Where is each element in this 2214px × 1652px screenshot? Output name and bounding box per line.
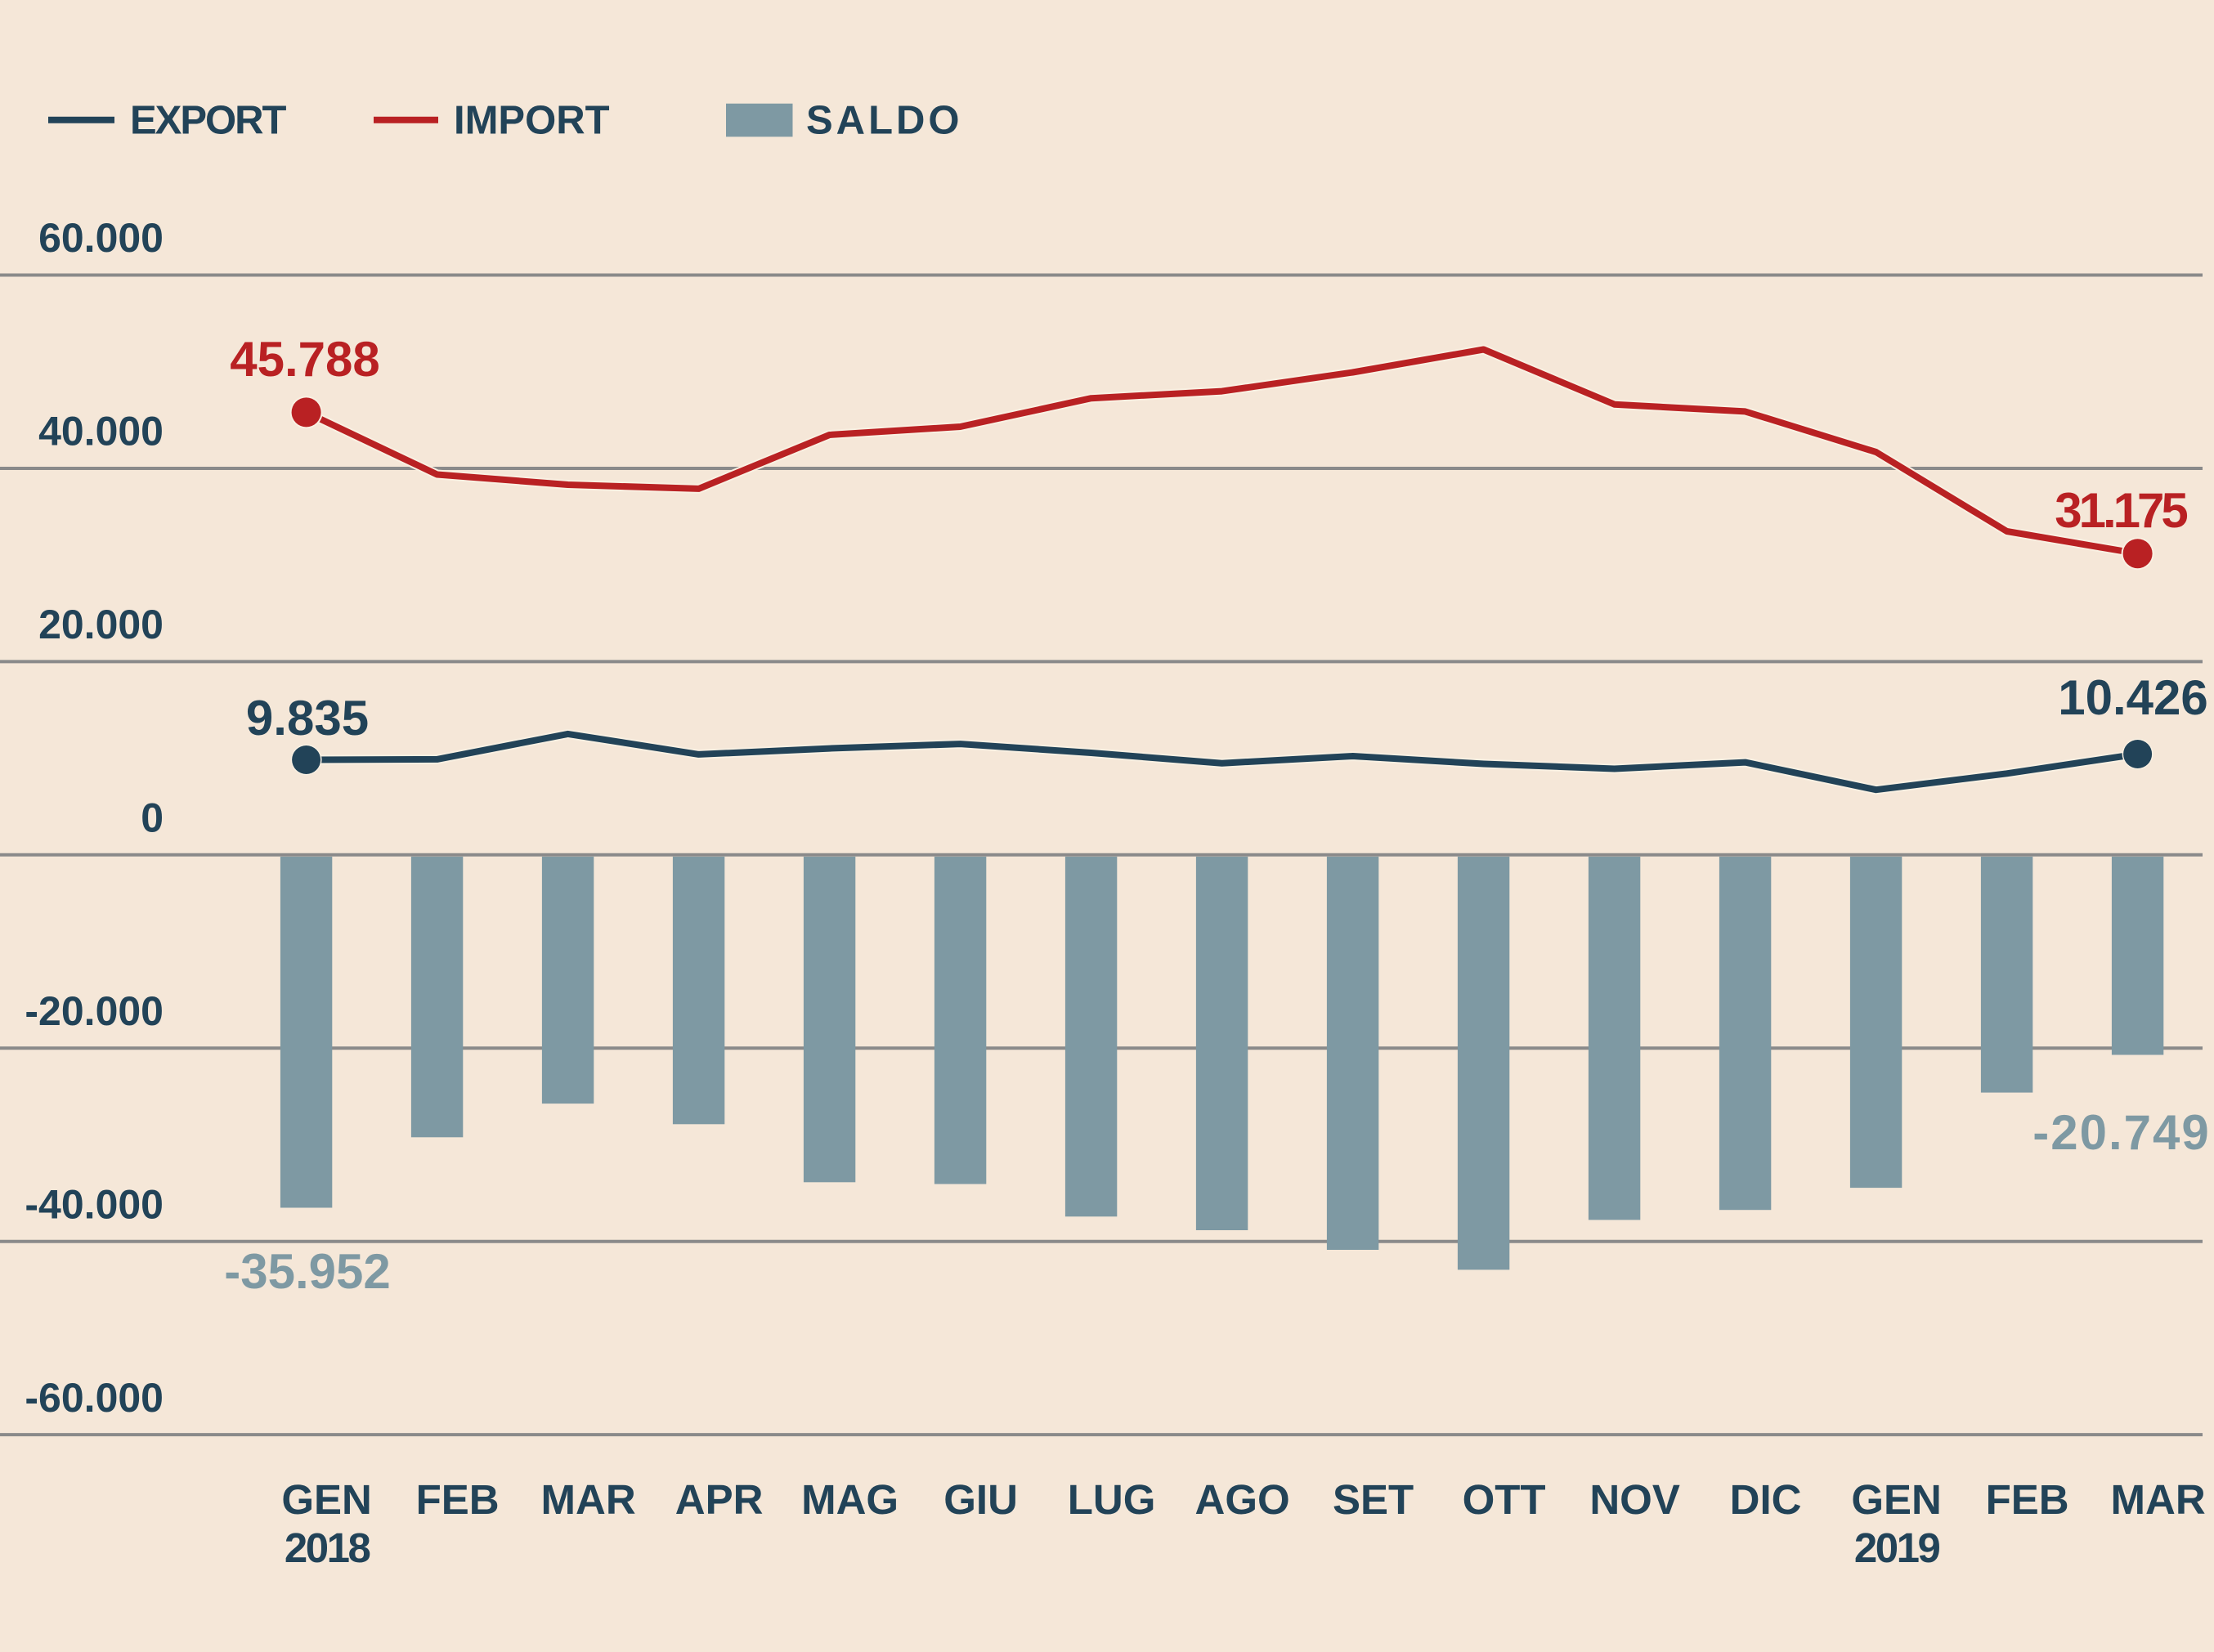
svg-text:40.000: 40.000 xyxy=(38,409,164,454)
svg-text:MAR: MAR xyxy=(541,1476,636,1523)
svg-text:MAR: MAR xyxy=(2111,1476,2206,1523)
svg-text:60.000: 60.000 xyxy=(38,215,164,261)
svg-text:GEN: GEN xyxy=(1851,1476,1942,1523)
svg-text:31.175: 31.175 xyxy=(2055,483,2187,538)
svg-text:AGO: AGO xyxy=(1195,1476,1290,1523)
svg-text:SET: SET xyxy=(1333,1476,1414,1523)
svg-text:SALDO: SALDO xyxy=(806,99,963,143)
svg-text:10.426: 10.426 xyxy=(2058,670,2208,725)
svg-text:MAG: MAG xyxy=(801,1476,899,1523)
svg-text:NOV: NOV xyxy=(1589,1476,1680,1523)
svg-text:-40.000: -40.000 xyxy=(25,1181,164,1227)
svg-text:GEN: GEN xyxy=(281,1476,372,1523)
svg-text:2019: 2019 xyxy=(1854,1524,1940,1571)
svg-text:-20.749: -20.749 xyxy=(2032,1105,2211,1160)
svg-text:GIU: GIU xyxy=(943,1476,1018,1523)
svg-text:IMPORT: IMPORT xyxy=(454,99,610,143)
svg-text:FEB: FEB xyxy=(1986,1476,2069,1523)
svg-text:0: 0 xyxy=(141,795,164,841)
svg-text:APR: APR xyxy=(675,1476,764,1523)
svg-text:EXPORT: EXPORT xyxy=(130,99,287,143)
svg-text:LUG: LUG xyxy=(1068,1476,1156,1523)
svg-text:FEB: FEB xyxy=(416,1476,500,1523)
svg-text:OTT: OTT xyxy=(1463,1476,1546,1523)
svg-text:-60.000: -60.000 xyxy=(25,1375,164,1421)
svg-text:9.835: 9.835 xyxy=(246,691,369,745)
svg-text:DIC: DIC xyxy=(1730,1476,1802,1523)
svg-text:20.000: 20.000 xyxy=(38,602,164,647)
svg-text:45.788: 45.788 xyxy=(230,332,380,387)
svg-text:-35.952: -35.952 xyxy=(224,1244,391,1299)
svg-text:2018: 2018 xyxy=(285,1524,370,1571)
svg-text:-20.000: -20.000 xyxy=(25,988,164,1034)
